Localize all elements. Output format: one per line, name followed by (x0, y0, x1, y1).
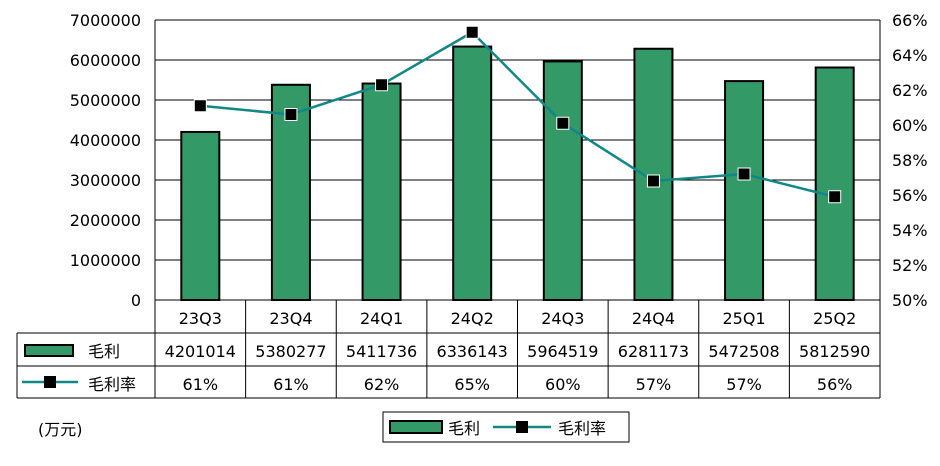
bar (361, 82, 402, 301)
line-point-marker (646, 174, 660, 188)
y-right-tick-label: 62% (892, 81, 928, 100)
line-point-marker (556, 116, 570, 130)
y-right-tick-label: 58% (892, 151, 928, 170)
line-data-label: 61% (273, 375, 309, 394)
line-point-marker (284, 108, 298, 121)
y-right-tick-label: 60% (892, 116, 928, 135)
line-data-label: 61% (183, 375, 219, 394)
line-data-label: 62% (364, 375, 400, 394)
bar-data-label: 5380277 (255, 342, 326, 361)
x-tick-label: 25Q1 (722, 309, 765, 328)
y-left-tick-label: 4000000 (70, 131, 141, 150)
line-data-label: 57% (726, 375, 762, 394)
table-line-series-label: 毛利率 (88, 375, 136, 394)
line-data-label: 56% (817, 375, 853, 394)
x-tick-label: 24Q2 (451, 309, 494, 328)
legend-bar-key (389, 420, 443, 434)
bar-data-label: 6336143 (437, 342, 508, 361)
legend-bar-label: 毛利 (448, 419, 480, 438)
legend-line-label: 毛利率 (558, 419, 606, 438)
line-point-marker (465, 25, 479, 39)
y-right-tick-label: 52% (892, 256, 928, 275)
y-right-tick-label: 64% (892, 46, 928, 65)
bar (542, 60, 583, 302)
x-tick-label: 24Q1 (360, 309, 403, 328)
y-right-tick-label: 50% (892, 291, 928, 310)
bar-data-label: 5411736 (346, 342, 417, 361)
bar-data-label: 5964519 (527, 342, 598, 361)
y-right-tick-label: 54% (892, 221, 928, 240)
x-tick-label: 23Q3 (179, 309, 222, 328)
y-left-tick-label: 0 (131, 291, 141, 310)
unit-note: (万元) (38, 420, 83, 439)
x-tick-label: 23Q4 (269, 309, 312, 328)
table-bar-series-label: 毛利 (88, 342, 120, 361)
line-point-marker (193, 99, 207, 113)
line-data-label: 57% (636, 375, 672, 394)
bar (814, 66, 855, 301)
bar (452, 45, 493, 302)
bar-data-label: 5812590 (799, 342, 870, 361)
bar-data-label: 6281173 (618, 342, 689, 361)
y-right-tick-label: 56% (892, 186, 928, 205)
y-left-tick-label: 1000000 (70, 251, 141, 270)
bar-data-label: 5472508 (708, 342, 779, 361)
bar (180, 130, 221, 301)
line-series (200, 30, 835, 198)
line-point-marker (737, 167, 751, 181)
y-left-tick-label: 2000000 (70, 211, 141, 230)
x-tick-label: 25Q2 (813, 309, 856, 328)
y-left-tick-label: 6000000 (70, 51, 141, 70)
line-point-marker (375, 78, 389, 92)
table-line-legend-marker (44, 376, 56, 388)
bar-data-label: 4201014 (165, 342, 236, 361)
legend-line-marker (516, 421, 528, 433)
table-bar-legend-key (24, 344, 74, 357)
y-left-tick-label: 7000000 (70, 11, 141, 30)
y-left-tick-label: 5000000 (70, 91, 141, 110)
line-point-marker (828, 190, 842, 204)
x-tick-label: 24Q3 (541, 309, 584, 328)
x-tick-label: 24Q4 (632, 309, 675, 328)
bar (633, 47, 674, 301)
y-right-tick-label: 66% (892, 11, 928, 30)
y-left-tick-label: 3000000 (70, 171, 141, 190)
line-data-label: 65% (454, 375, 490, 394)
bar (724, 80, 765, 301)
line-data-label: 60% (545, 375, 581, 394)
